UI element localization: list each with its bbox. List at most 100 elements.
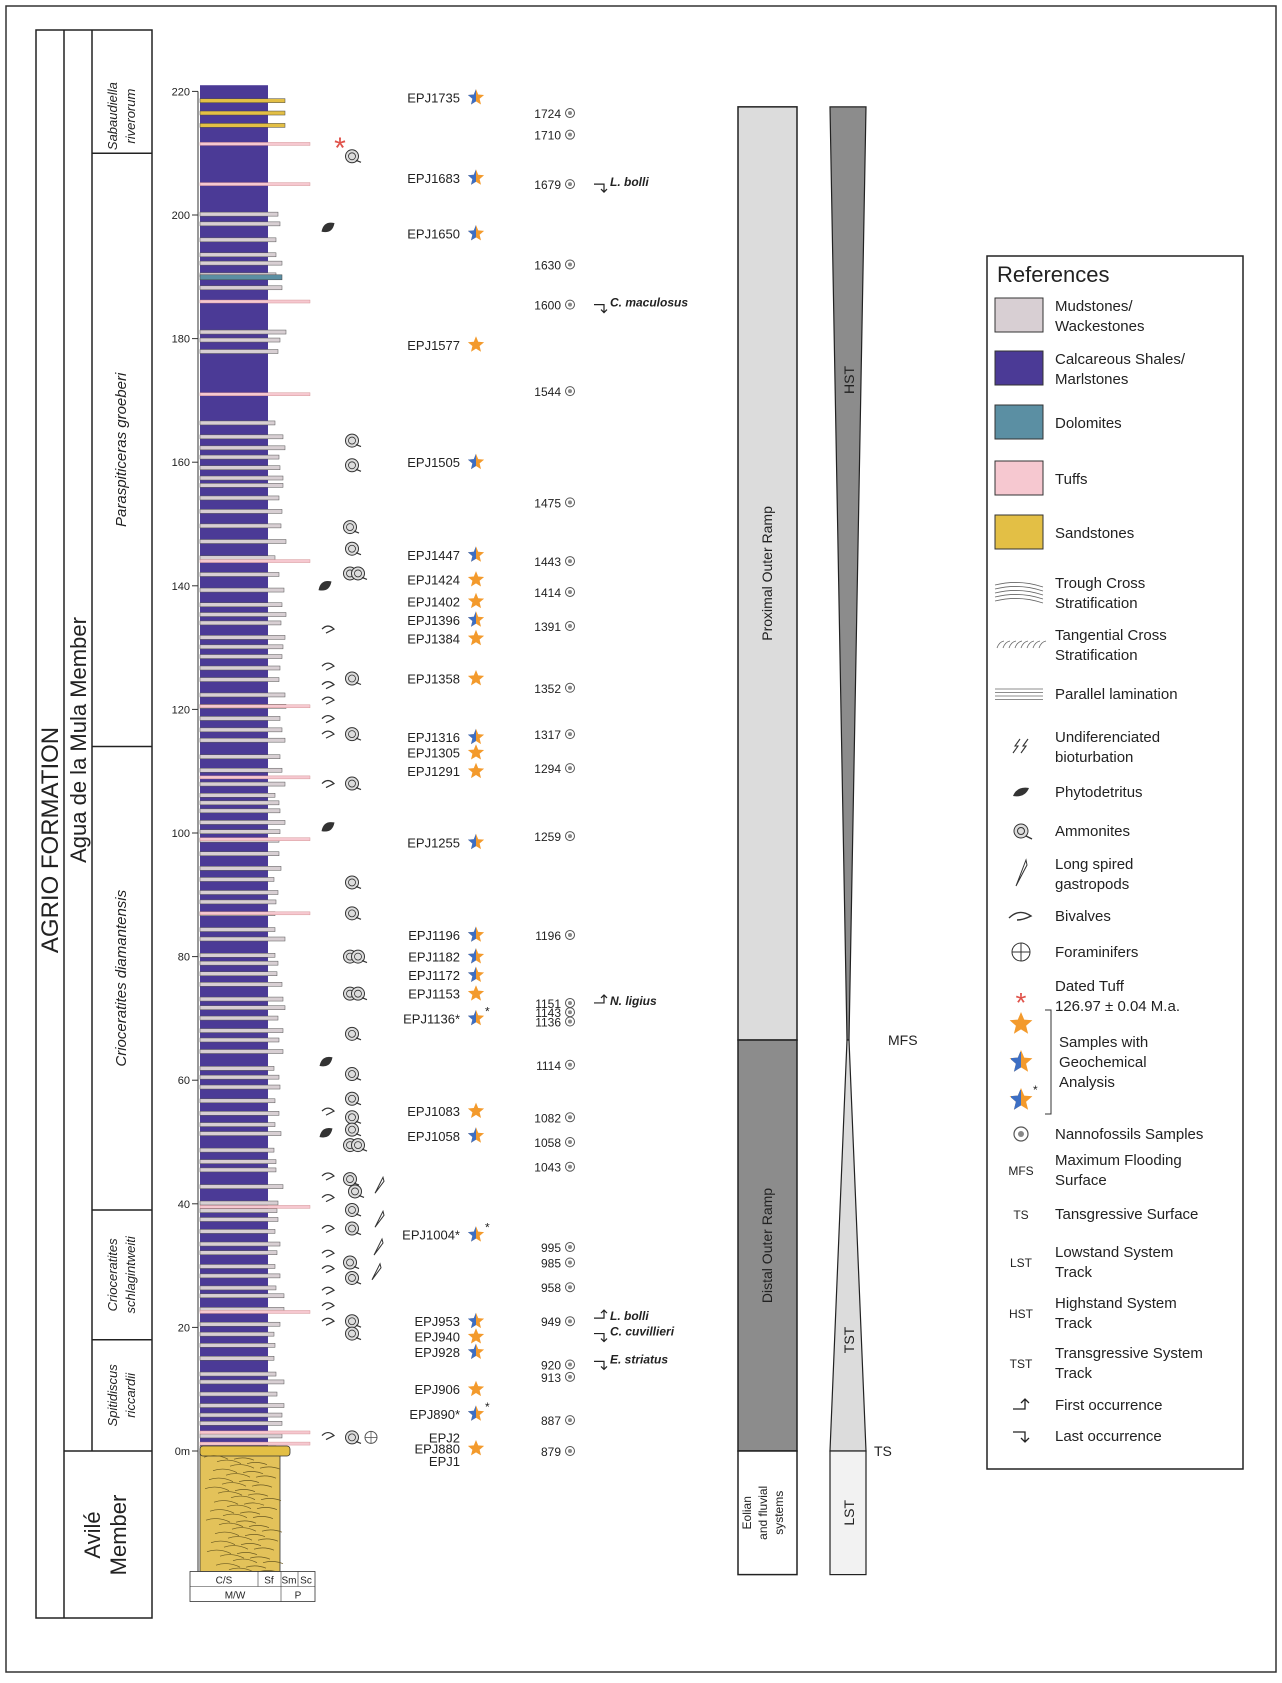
axis-tick-label: 0m <box>175 1446 190 1458</box>
tst-wedge <box>829 1039 867 1452</box>
hst-wedge <box>829 106 867 1041</box>
nannofossil-core <box>568 111 572 116</box>
legend-label: Calcareous Shales/ <box>1055 351 1186 368</box>
orange-star-icon <box>467 744 485 760</box>
ammonite-icon <box>343 1255 360 1270</box>
star-half <box>467 1405 476 1421</box>
bivalve-icon <box>321 696 336 705</box>
cross-stratification <box>209 1509 261 1515</box>
star-half <box>467 1009 476 1026</box>
mudstone-bed <box>199 1005 286 1010</box>
cross-stratification <box>223 1545 275 1551</box>
ammonite-icon <box>345 1067 362 1082</box>
legend-item: * Dated Tuff 126.97 ± 0.04 M.a. <box>1016 978 1180 1018</box>
ts-label: TS <box>874 1443 892 1459</box>
ammonite-tail <box>355 1102 362 1106</box>
ammonite-shell <box>345 671 359 686</box>
star-asterisk: * <box>485 1400 490 1414</box>
ammonite-shell <box>351 986 365 1001</box>
avile-sandstone <box>199 1450 281 1572</box>
bivalve-icon <box>321 1224 336 1234</box>
mudstone-bed <box>199 808 281 814</box>
sample-label: EPJ1650 <box>407 227 460 242</box>
orange-star-icon <box>467 1380 485 1397</box>
nannofossil-core <box>568 834 572 839</box>
tangential-cross-stratification-icon <box>1038 640 1047 649</box>
sample-label: EPJ1058 <box>407 1129 460 1144</box>
star-half <box>467 1312 476 1329</box>
ammonite-icon <box>345 433 362 448</box>
star-shape <box>467 629 485 646</box>
gastropod-icon <box>371 1262 382 1281</box>
cross-stratification <box>230 1495 282 1502</box>
nannofossil-sample-label: 879 <box>541 1445 561 1459</box>
sandstone-bed <box>199 98 286 103</box>
bivalve-icon <box>321 730 336 739</box>
nannofossil-core <box>568 623 572 628</box>
mudstone-bed <box>199 445 286 451</box>
legend-label: Long spired <box>1055 856 1133 873</box>
mudstone-bed <box>199 781 286 787</box>
sample-label: EPJ1255 <box>407 835 460 850</box>
star-half <box>467 89 476 105</box>
ammonite-tail <box>355 1213 362 1217</box>
orange-star-icon <box>467 762 485 779</box>
cross-stratification <box>221 1482 273 1488</box>
dolomite-bed <box>199 274 283 281</box>
mudstone-bed <box>199 1285 277 1291</box>
ammonite-icon <box>345 906 362 921</box>
sample-label: EPJ928 <box>414 1345 460 1360</box>
nannofossil-sample-label: 1391 <box>534 620 561 634</box>
mudstone-bed <box>199 349 279 354</box>
mudstone-bed <box>199 754 281 759</box>
blue-star-icon <box>467 1127 485 1143</box>
bioevent-label: L. bolli <box>610 1309 649 1323</box>
orange-star-icon <box>467 571 485 587</box>
ammonite-tail <box>358 1194 365 1198</box>
grain-size-label: Sf <box>264 1576 274 1587</box>
ammonite-shell <box>345 1202 359 1217</box>
nannofossil-core <box>568 1010 572 1015</box>
mudstone-bed <box>199 211 279 217</box>
sample-label: EPJ1424 <box>407 573 460 588</box>
nannofossil-sample-label: 1151 <box>535 997 561 1011</box>
tuff-bed <box>199 142 311 146</box>
ammonite-tail <box>355 885 362 889</box>
nannofossil-core <box>568 1374 572 1379</box>
sample-label: EPJ1735 <box>407 91 460 106</box>
legend-item: Last occurrence <box>1013 1428 1162 1445</box>
mudstone-bed <box>199 1355 275 1361</box>
sample-label: EPJ1683 <box>407 171 460 186</box>
legend-abbreviation: TS <box>1013 1208 1028 1222</box>
first-occurrence-icon <box>594 994 608 1004</box>
ammonite-whorl <box>354 989 362 998</box>
bivalve-icon <box>321 625 336 634</box>
legend-abbreviation: LST <box>1010 1256 1033 1270</box>
mudstone-bed <box>199 1066 275 1071</box>
ammonite-shell <box>351 1138 365 1153</box>
ammonite-whorl <box>346 1175 354 1183</box>
mudstone-bed <box>199 890 279 895</box>
sample-label: EPJ1083 <box>407 1104 460 1119</box>
mudstone-bed <box>199 1412 283 1418</box>
blue-star-icon <box>1011 1090 1021 1110</box>
axis-tick-label: 120 <box>172 704 190 716</box>
sample-label: EPJ1196 <box>408 928 460 943</box>
ammonite-whorl <box>348 1113 356 1122</box>
legend-label: bioturbation <box>1055 749 1133 766</box>
nannofossil-core <box>568 1140 572 1144</box>
tuff-bed <box>199 837 311 841</box>
sample-label: EPJ1 <box>429 1454 460 1469</box>
cross-stratification <box>214 1531 266 1538</box>
tuff-bed <box>199 1205 311 1209</box>
orange-star-icon <box>467 985 485 1001</box>
bioevent-label: C. cuvillieri <box>610 1325 675 1339</box>
legend-label: Nannofossils Samples <box>1055 1126 1203 1143</box>
cross-stratification <box>232 1558 284 1565</box>
mudstone-bed <box>199 1421 283 1426</box>
nannofossil-sample-label: 1600 <box>534 299 561 313</box>
ammonite-shell <box>345 1091 359 1106</box>
mudstone-bed <box>199 1264 276 1269</box>
mudstone-bed <box>199 572 280 577</box>
ammonite-shell <box>345 1122 359 1137</box>
